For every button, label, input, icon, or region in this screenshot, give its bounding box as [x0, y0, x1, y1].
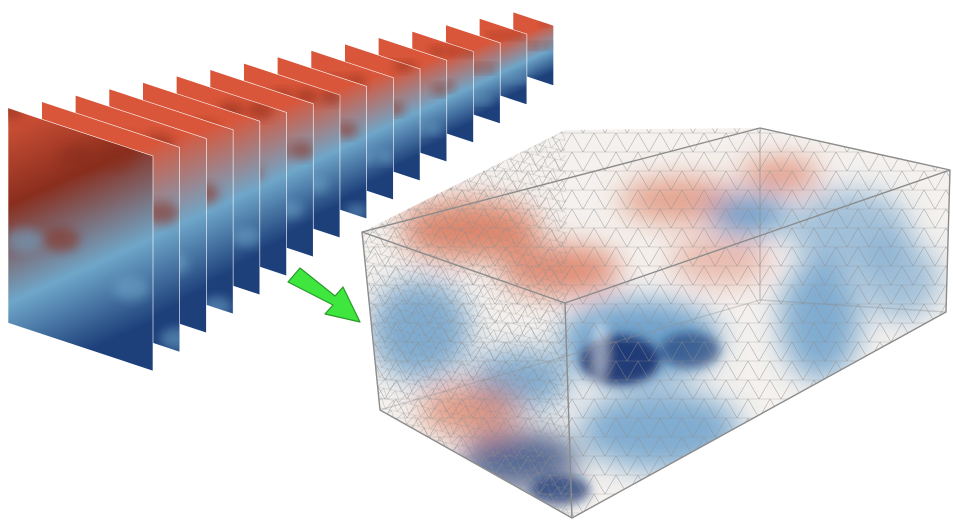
slice-stack	[7, 11, 554, 372]
right-down-arrow-icon	[287, 267, 361, 323]
tetrahedral-mesh-volume	[361, 127, 951, 519]
slice	[7, 107, 154, 372]
